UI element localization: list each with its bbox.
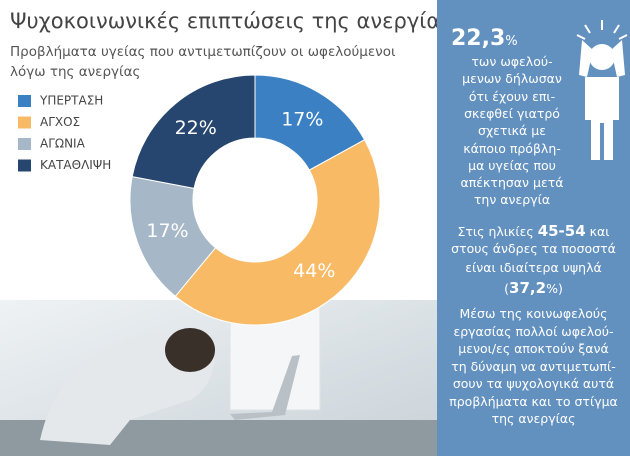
value-label: 22% (175, 117, 217, 139)
value-label: 44% (293, 260, 335, 282)
sidebar-text: ότι έχουν επι- (468, 88, 556, 104)
sidebar-text: είναι ιδιαίτερα υψηλά (437, 260, 630, 275)
legend-swatch (18, 159, 31, 172)
sidebar-text: μενοι/ες αποκτούν ξανά (458, 341, 609, 356)
sidebar-text: σκεφθεί γιατρό (464, 105, 560, 121)
sidebar-text: των ωφελού- (471, 54, 553, 69)
sidebar-text: προβλήματα και το στίγμα (449, 393, 618, 409)
sidebar-text: στους άνδρες τα ποσοστά (437, 241, 630, 256)
legend-label: ΑΓΩΝΙΑ (40, 137, 86, 151)
photo-head (165, 328, 215, 372)
chart-subtitle: Προβλήματα υγείας που αντιμετωπίζουν οι … (10, 44, 396, 60)
sidebar-text: εργασίας πολλοί ωφελού- (453, 323, 614, 339)
stat-value: 22,3 (451, 26, 506, 51)
text-part: Στις ηλικίες (457, 224, 538, 239)
sidebar-text: σουν τα ψυχολογικά αυτά (452, 376, 615, 391)
donut-segment (131, 74, 256, 189)
chart-subtitle: λόγω της ανεργίας (10, 64, 140, 80)
sidebar: 22,3% των ωφελού-μενων δήλωσαν ότι έχουν ε… (437, 0, 630, 456)
sidebar-text: Μέσω της κοινωφελούς (459, 306, 608, 321)
sidebar-text: (37,2%) (437, 279, 630, 297)
text-part: ( (504, 281, 510, 296)
legend-label: ΚΑΤΑΘΛΙΨΗ (40, 158, 111, 172)
legend-swatch (18, 116, 31, 129)
chart-title: Ψυχοκοινωνικές επιπτώσεις της ανεργίας (10, 9, 437, 33)
text-part: και (585, 224, 610, 239)
icon-stressed-man (576, 20, 628, 160)
text-part: είναι ιδιαίτερα υψηλά (465, 260, 602, 275)
sidebar-text: Στις ηλικίες 45-54 και (437, 222, 630, 240)
sidebar-text: κάποιο πρόβλη- (463, 140, 561, 156)
photo-laptop (230, 355, 300, 420)
legend-label: ΑΓΧΟΣ (40, 115, 80, 129)
stat-unit: % (505, 34, 518, 49)
highlight: 37,2 (509, 279, 547, 297)
sidebar-text: μενων δήλωσαν (462, 71, 562, 87)
sidebar-text: την ανεργία (473, 192, 551, 208)
sidebar-text: απέκτησαν μετά (460, 175, 564, 191)
value-label: 17% (146, 220, 188, 242)
highlight: 45-54 (537, 222, 586, 240)
stat: 22,3% (451, 26, 561, 51)
sidebar-text: σχετικά με (478, 123, 546, 139)
donut-segment (174, 139, 381, 326)
legend-label: ΥΠΕΡΤΑΣΗ (39, 94, 103, 108)
value-label: 17% (281, 108, 323, 130)
legend-swatch (18, 95, 31, 107)
sidebar-text: της ανεργίας (491, 411, 576, 426)
text-part: %) (546, 281, 563, 296)
chart: Ψυχοκοινωνικές επιπτώσεις της ανεργίας Π… (0, 9, 437, 456)
legend-swatch (18, 138, 31, 150)
sidebar-text: μα υγείας που (468, 157, 556, 173)
text-part: στους άνδρες τα ποσοστά (451, 241, 616, 256)
sidebar-text: τη δύναμη να αντιμετωπί- (451, 358, 616, 374)
